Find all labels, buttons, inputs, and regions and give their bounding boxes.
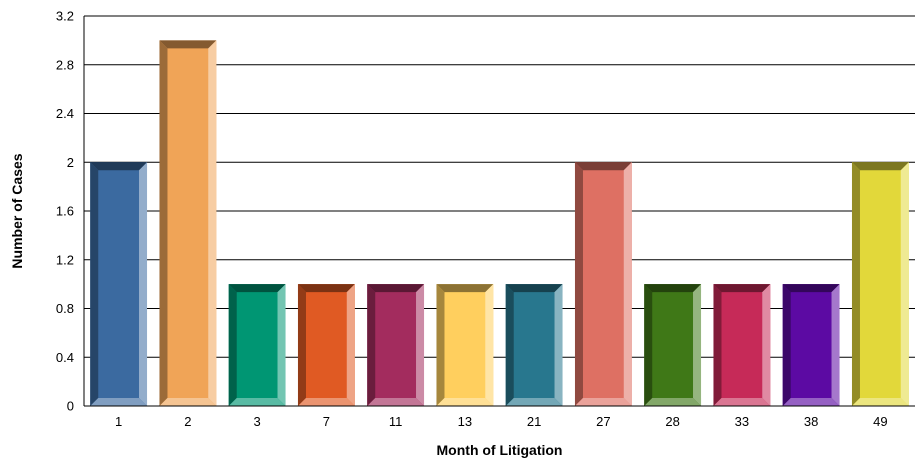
x-tick-labels: 1 2 3 7 11 13 21 27 28 33 38 49 [115, 414, 888, 429]
x-axis-title: Month of Litigation [437, 442, 563, 458]
gridlines [84, 15, 915, 407]
y-tick-label: 2 [67, 155, 74, 170]
bar [505, 284, 563, 406]
y-tick-label: 1.2 [56, 252, 74, 267]
x-tick-label: 28 [665, 414, 679, 429]
y-tick-label: 0.4 [56, 350, 74, 365]
bar [367, 284, 425, 406]
y-tick-labels: 0 0.4 0.8 1.2 1.6 2 2.4 2.8 3.2 [56, 9, 74, 414]
bars [90, 40, 909, 406]
bar [713, 284, 771, 406]
bar [782, 284, 840, 406]
y-tick-label: 0 [67, 399, 74, 414]
bar [159, 40, 217, 406]
x-tick-label: 13 [458, 414, 472, 429]
bar [644, 284, 702, 406]
x-tick-label: 33 [735, 414, 749, 429]
x-tick-label: 11 [389, 414, 403, 429]
y-tick-label: 3.2 [56, 9, 74, 24]
bar [851, 162, 909, 406]
y-tick-label: 2.4 [56, 106, 74, 121]
bar [574, 162, 632, 406]
bar [436, 284, 494, 406]
x-tick-label: 7 [323, 414, 330, 429]
bar [297, 284, 355, 406]
x-tick-label: 1 [115, 414, 122, 429]
x-tick-label: 49 [873, 414, 887, 429]
axes [83, 16, 915, 407]
x-tick-label: 21 [527, 414, 541, 429]
y-tick-label: 1.6 [56, 204, 74, 219]
x-tick-label: 27 [596, 414, 610, 429]
x-tick-label: 38 [804, 414, 818, 429]
y-axis-title: Number of Cases [9, 153, 25, 268]
bar [90, 162, 148, 406]
x-tick-label: 2 [184, 414, 191, 429]
y-tick-label: 0.8 [56, 301, 74, 316]
y-tick-label: 2.8 [56, 57, 74, 72]
bar [228, 284, 286, 406]
x-tick-label: 3 [254, 414, 261, 429]
